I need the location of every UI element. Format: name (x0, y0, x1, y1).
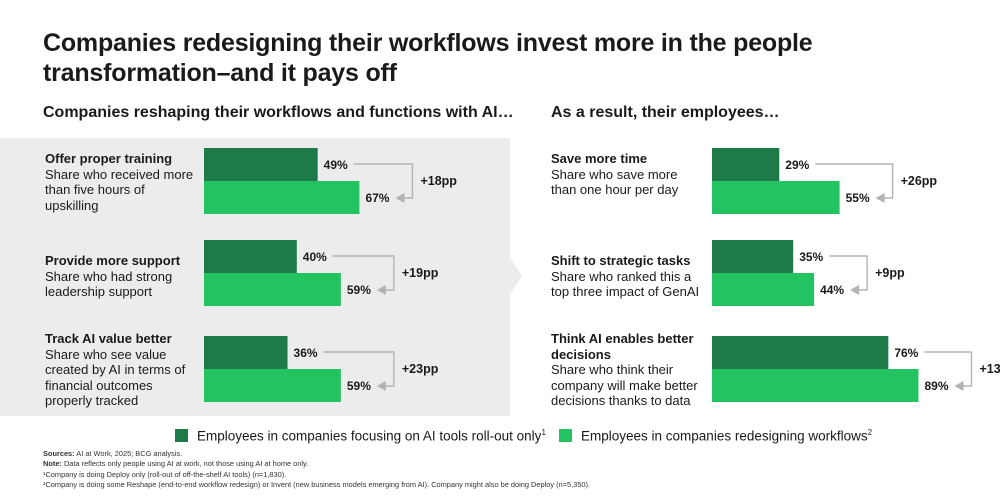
group-title: Track AI value better (45, 331, 172, 346)
bar-redesign (712, 369, 919, 402)
value-label-redesign: 55% (846, 191, 870, 205)
footnote-2: ²Company is doing some Reshape (end-to-e… (43, 479, 590, 489)
value-label-redesign: 59% (347, 283, 371, 297)
group-label-tracking: Track AI value better Share who see valu… (45, 331, 195, 409)
footnote-1: ¹Company is doing Deploy only (roll-out … (43, 469, 287, 479)
value-label-redesign: 44% (820, 283, 844, 297)
difference-label: +18pp (420, 174, 457, 188)
legend-swatch-light (559, 429, 572, 443)
difference-connector (323, 351, 395, 387)
group-description: Share who received more than five hours … (45, 166, 194, 213)
difference-label: +13pp (979, 362, 1000, 376)
legend-item-redesign: Employees in companies redesigning workf… (559, 428, 872, 444)
difference-label: +23pp (402, 362, 439, 376)
group-description: Share who save more than one hour per da… (551, 166, 679, 198)
group-description: Share who see value created by AI in ter… (45, 346, 186, 409)
value-label-redesign: 59% (347, 379, 371, 393)
value-label-redesign: 89% (924, 379, 948, 393)
difference-label: +26pp (901, 174, 938, 188)
legend-swatch-dark (175, 429, 188, 443)
connector-arrowhead (395, 193, 405, 203)
group-title: Save more time (551, 151, 648, 166)
group-description: Share who had strong leadership support (45, 268, 173, 300)
bar-deploy (712, 148, 780, 181)
group-label-decisions: Think AI enables better decisions Share … (551, 331, 711, 409)
difference-connector (815, 163, 894, 199)
connector-arrowhead (875, 193, 885, 203)
group-title: Provide more support (45, 253, 181, 268)
value-label-deploy: 49% (324, 158, 348, 172)
group-label-save-time: Save more time Share who save more than … (551, 151, 706, 198)
note-line: Note: Data reflects only people using AI… (43, 459, 309, 469)
bar-redesign (204, 369, 341, 402)
legend-label: Employees in companies redesigning workf… (581, 428, 873, 444)
difference-connector (829, 255, 868, 291)
connector-arrowhead (376, 285, 386, 295)
bar-redesign (204, 181, 360, 214)
bar-deploy (204, 148, 318, 181)
group-label-strategic: Shift to strategic tasks Share who ranke… (551, 253, 706, 300)
bar-redesign (204, 273, 341, 306)
group-title: Think AI enables better decisions (551, 331, 694, 362)
group-description: Share who ranked this a top three impact… (551, 268, 700, 300)
bar-deploy (204, 240, 297, 273)
group-title: Shift to strategic tasks (551, 253, 691, 268)
right-panel-heading: As a result, their employees… (551, 104, 780, 121)
bar-deploy (712, 240, 794, 273)
value-label-deploy: 36% (294, 346, 318, 360)
bar-deploy (712, 336, 889, 369)
difference-label: +19pp (402, 266, 439, 280)
legend-item-deploy: Employees in companies focusing on AI to… (175, 428, 546, 444)
bar-redesign (712, 273, 815, 306)
group-title: Offer proper training (45, 151, 173, 166)
panel-arrow-chevron (510, 258, 522, 294)
difference-connector (332, 255, 395, 291)
value-label-deploy: 76% (894, 346, 918, 360)
group-label-training: Offer proper training Share who received… (45, 151, 195, 213)
difference-label: +9pp (875, 266, 905, 280)
left-panel-heading: Companies reshaping their workflows and … (43, 104, 514, 121)
connector-arrowhead (850, 285, 860, 295)
value-label-deploy: 35% (799, 250, 823, 264)
legend-label: Employees in companies focusing on AI to… (197, 428, 546, 444)
group-description: Share who think their company will make … (551, 362, 698, 408)
value-label-deploy: 29% (785, 158, 809, 172)
bar-deploy (204, 336, 288, 369)
value-label-redesign: 67% (365, 191, 389, 205)
difference-connector (924, 351, 973, 387)
connector-arrowhead (954, 381, 964, 391)
bar-redesign (712, 181, 840, 214)
group-label-support: Provide more support Share who had stron… (45, 253, 195, 300)
difference-connector (353, 163, 414, 199)
sources-line: Sources: AI at Work, 2025; BCG analysis. (43, 449, 183, 458)
connector-arrowhead (376, 381, 386, 391)
value-label-deploy: 40% (303, 250, 327, 264)
footnotes: Sources: AI at Work, 2025; BCG analysis.… (43, 449, 590, 490)
chart-title: Companies redesigning their workflows in… (43, 29, 813, 87)
